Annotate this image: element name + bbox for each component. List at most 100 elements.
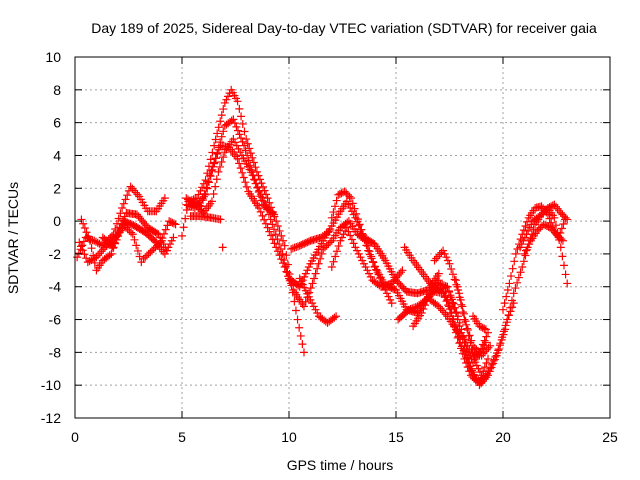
data-point <box>219 218 222 221</box>
data-point <box>442 250 444 252</box>
data-point <box>194 204 196 206</box>
series-track-12 <box>295 274 341 327</box>
data-point <box>356 233 359 235</box>
data-point <box>421 271 423 273</box>
data-point <box>320 236 322 239</box>
data-point <box>112 233 115 235</box>
data-point <box>200 215 202 217</box>
data-point <box>346 200 348 202</box>
data-point <box>303 305 305 308</box>
y-tick-label: 4 <box>53 147 61 163</box>
chart-title: Day 189 of 2025, Sidereal Day-to-day VTE… <box>91 20 597 36</box>
data-point <box>455 279 457 281</box>
y-tick-label: -6 <box>49 312 62 328</box>
data-point <box>284 266 286 268</box>
data-point <box>472 345 474 347</box>
data-point <box>204 179 207 181</box>
data-point <box>160 241 162 244</box>
data-point <box>536 230 538 232</box>
data-point <box>123 220 125 222</box>
series-track-10 <box>186 212 227 252</box>
plus-markers <box>469 312 490 334</box>
data-point <box>555 233 558 235</box>
series-track-23 <box>516 200 572 252</box>
data-point <box>446 315 448 317</box>
y-axis-label: SDTVAR / TECUs <box>5 182 21 294</box>
data-point <box>275 220 277 222</box>
data-point <box>337 194 339 196</box>
data-point <box>140 261 142 263</box>
data-point <box>359 223 361 225</box>
data-point <box>438 305 440 308</box>
data-point <box>95 256 97 258</box>
data-point <box>403 246 406 248</box>
data-point <box>438 273 440 275</box>
x-tick-label: 20 <box>495 429 511 445</box>
data-point <box>273 228 275 230</box>
data-point <box>380 286 382 288</box>
data-point <box>309 240 311 242</box>
data-point <box>273 213 275 216</box>
data-point <box>416 305 418 308</box>
data-point <box>147 227 149 229</box>
data-point <box>540 213 543 216</box>
data-point <box>401 269 404 271</box>
data-point <box>299 245 301 247</box>
data-point <box>318 315 320 317</box>
data-point <box>174 223 177 225</box>
data-point <box>515 253 517 255</box>
data-point <box>391 282 393 285</box>
data-point <box>412 259 414 262</box>
data-point <box>487 358 489 360</box>
data-point <box>237 158 239 160</box>
data-point <box>540 205 543 207</box>
x-tick-label: 10 <box>281 429 297 445</box>
data-point <box>429 299 431 301</box>
x-tick-label: 0 <box>71 429 79 445</box>
data-point <box>281 253 284 255</box>
data-point <box>230 89 232 91</box>
data-point <box>421 312 423 314</box>
data-point <box>102 236 104 239</box>
data-point <box>463 318 466 321</box>
series-track-5 <box>139 217 180 263</box>
data-point <box>376 269 378 271</box>
data-point <box>485 341 487 344</box>
data-point <box>237 100 239 102</box>
data-point <box>463 338 466 340</box>
data-point <box>433 259 436 262</box>
data-point <box>322 248 324 250</box>
data-point <box>299 286 301 288</box>
data-point <box>290 248 292 250</box>
data-point <box>344 190 346 193</box>
data-point <box>222 246 224 248</box>
y-tick-label: 0 <box>53 213 61 229</box>
series-track-21 <box>469 312 490 334</box>
data-point <box>217 171 219 173</box>
data-point <box>339 227 341 229</box>
data-point <box>348 220 350 222</box>
data-point <box>275 246 277 248</box>
data-point <box>309 299 311 301</box>
data-point <box>560 246 562 248</box>
data-point <box>78 241 80 244</box>
data-point <box>371 279 374 281</box>
data-point <box>145 231 147 234</box>
data-point <box>528 217 530 219</box>
data-point <box>232 118 234 120</box>
data-point <box>487 374 489 376</box>
y-tick-label: 6 <box>53 115 61 131</box>
data-point <box>429 292 431 294</box>
data-point <box>185 204 187 206</box>
data-point <box>339 240 341 242</box>
data-point <box>224 102 226 104</box>
data-point <box>474 361 476 363</box>
data-point <box>211 200 213 202</box>
data-point <box>502 309 504 311</box>
y-tick-label: -2 <box>49 246 62 262</box>
data-point <box>472 315 474 317</box>
data-point <box>168 220 170 222</box>
data-point <box>85 236 87 239</box>
data-point <box>408 309 410 311</box>
data-point <box>553 217 555 219</box>
